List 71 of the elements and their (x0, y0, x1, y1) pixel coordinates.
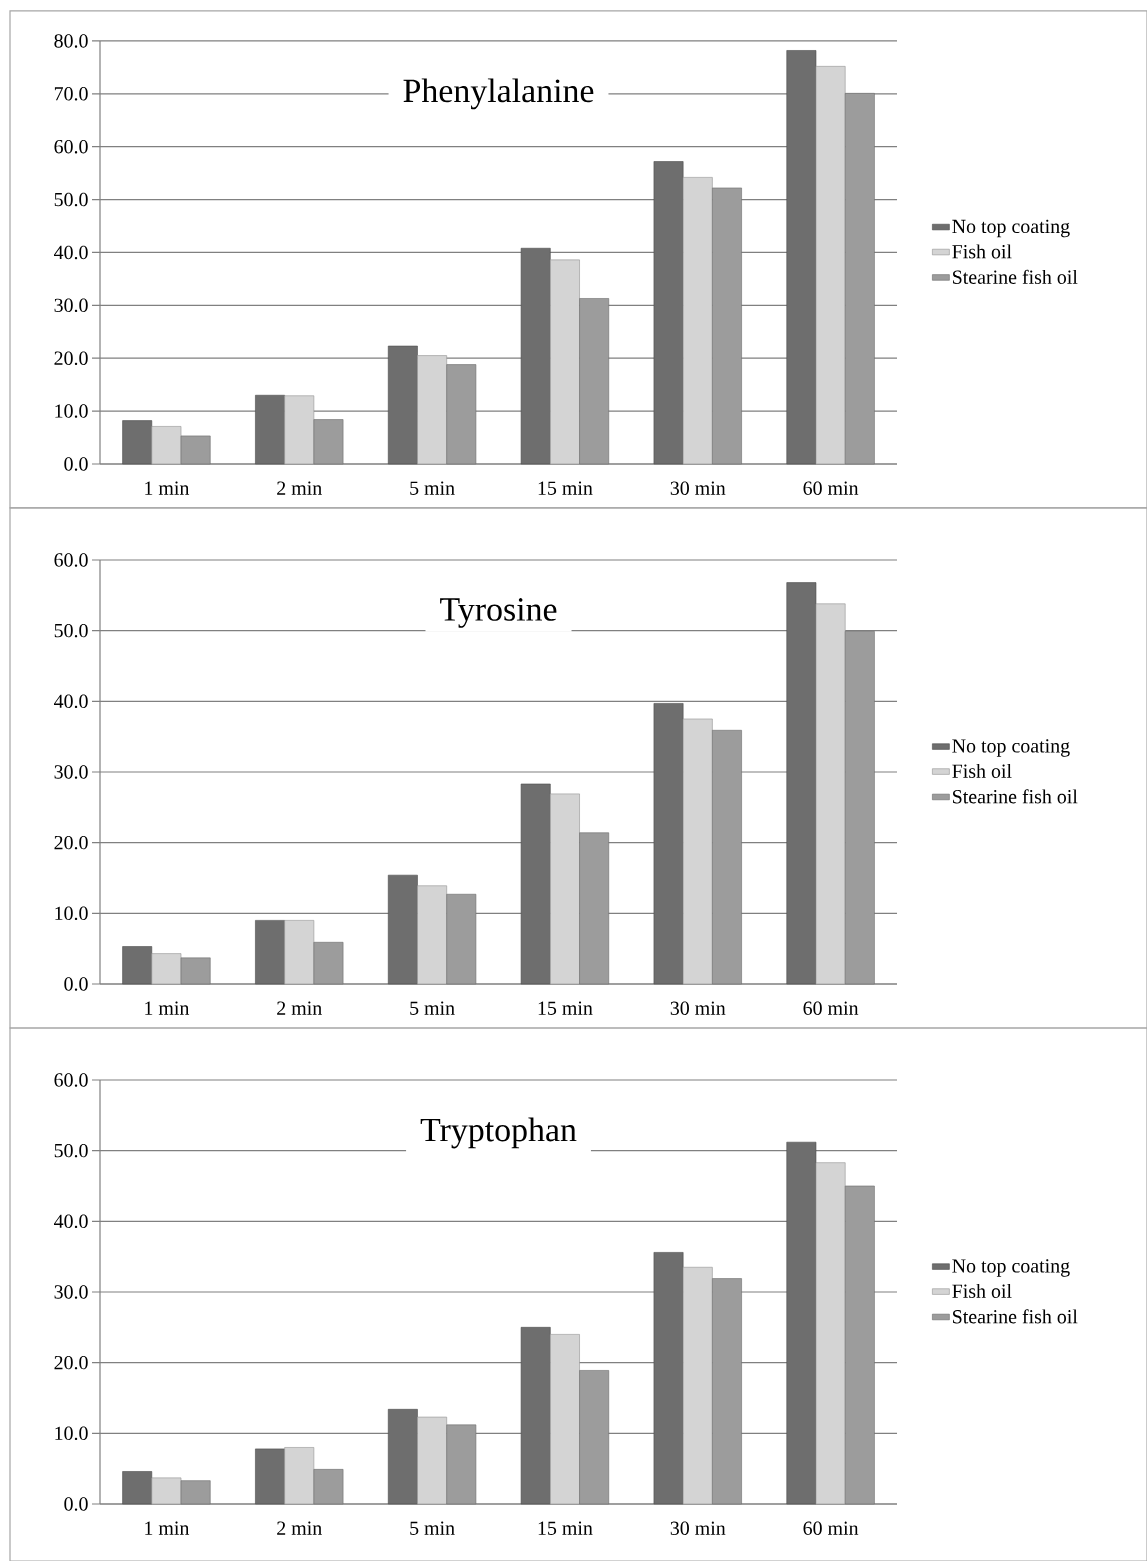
bar (520, 783, 551, 985)
bar (122, 1471, 153, 1505)
y-tick-label: 30.0 (54, 1285, 88, 1299)
bar (653, 161, 684, 465)
x-tick-label: 15 min (538, 481, 593, 495)
x-tick-label: 5 min (410, 481, 455, 495)
bar (786, 1141, 817, 1505)
x-tick-label: 30 min (670, 481, 726, 495)
legend-label: Fish oil (952, 1283, 1012, 1298)
y-tick-label: 40.0 (54, 694, 88, 709)
x-tick-label: 2 min (277, 1521, 322, 1535)
y-tick-label: 60.0 (54, 553, 88, 567)
x-tick-label: 15 min (538, 1521, 593, 1535)
y-tick-label: 60.0 (54, 1073, 88, 1087)
legend-label: Stearine fish oil (953, 789, 1078, 804)
legend-label: Fish oil (952, 244, 1012, 259)
legend-label: Fish oil (952, 763, 1012, 778)
bar (387, 345, 418, 465)
y-tick-label: 0.0 (64, 457, 88, 471)
y-tick-label: 10.0 (55, 906, 88, 921)
x-tick-label: 30 min (670, 1521, 726, 1535)
legend-label: No top coating (952, 739, 1070, 757)
bar (786, 50, 817, 465)
legend-label: No top coating (952, 1259, 1070, 1277)
text: Phenylalanine (403, 78, 594, 110)
text: Tryptophan (420, 1117, 577, 1149)
y-tick-label: 40.0 (54, 245, 88, 260)
x-tick-label: 2 min (277, 481, 322, 495)
y-tick-label: 30.0 (54, 765, 88, 779)
bar (255, 394, 285, 465)
x-tick-label: 2 min (277, 1001, 322, 1015)
y-tick-label: 20.0 (54, 835, 88, 850)
x-tick-label: 30 min (670, 1001, 726, 1015)
bar (387, 1409, 418, 1505)
x-tick-label: 1 min (145, 1521, 190, 1535)
y-tick-label: 40.0 (54, 1214, 88, 1229)
y-tick-label: 60.0 (54, 139, 88, 154)
y-tick-label: 20.0 (54, 351, 88, 365)
y-tick-label: 50.0 (54, 192, 88, 207)
bar (653, 703, 684, 985)
x-tick-label: 1 min (145, 481, 190, 495)
bar (387, 874, 418, 985)
y-tick-label: 80.0 (54, 34, 88, 48)
text: Tyrosine (440, 598, 557, 628)
x-tick-label: 15 min (538, 1001, 593, 1015)
x-tick-label: 5 min (410, 1521, 455, 1535)
legend-label: Stearine fish oil (953, 1309, 1078, 1324)
bar (520, 247, 551, 465)
y-tick-label: 20.0 (54, 1355, 88, 1370)
y-tick-label: 10.0 (55, 1426, 88, 1441)
x-tick-label: 60 min (803, 481, 859, 495)
y-tick-label: 0.0 (64, 1497, 88, 1511)
bar (122, 946, 153, 985)
y-tick-label: 30.0 (54, 298, 88, 313)
bar (786, 582, 817, 985)
x-tick-label: 60 min (803, 1001, 859, 1015)
x-tick-label: 5 min (410, 1001, 455, 1015)
legend-label: No top coating (952, 219, 1070, 238)
bar (122, 420, 153, 465)
bar (653, 1252, 684, 1505)
x-tick-label: 1 min (145, 1001, 190, 1015)
bar (255, 1448, 285, 1505)
bar (255, 920, 285, 985)
y-tick-label: 10.0 (55, 404, 88, 418)
y-tick-label: 50.0 (54, 1143, 88, 1158)
x-tick-label: 60 min (803, 1521, 859, 1535)
y-tick-label: 70.0 (54, 87, 88, 101)
legend-label: Stearine fish oil (953, 269, 1078, 284)
y-tick-label: 50.0 (54, 623, 88, 638)
bar (520, 1327, 551, 1505)
y-tick-label: 0.0 (64, 977, 88, 991)
